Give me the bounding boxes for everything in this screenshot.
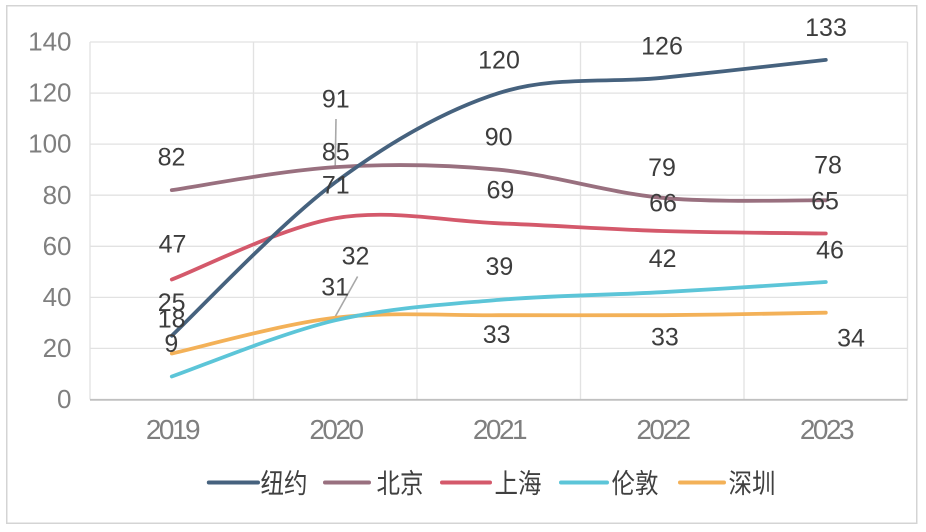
svg-text:2019: 2019 [146, 414, 200, 445]
svg-text:90: 90 [485, 123, 513, 151]
svg-text:79: 79 [648, 154, 676, 182]
svg-text:0: 0 [57, 384, 71, 414]
svg-text:65: 65 [811, 187, 839, 215]
svg-text:2022: 2022 [636, 414, 690, 445]
svg-text:42: 42 [649, 245, 677, 273]
svg-text:120: 120 [478, 46, 520, 74]
svg-text:60: 60 [43, 231, 72, 261]
svg-text:18: 18 [158, 306, 186, 334]
svg-text:120: 120 [28, 78, 71, 108]
svg-text:31: 31 [321, 273, 349, 301]
svg-text:33: 33 [483, 321, 511, 349]
svg-text:39: 39 [485, 253, 513, 281]
svg-text:33: 33 [651, 323, 679, 351]
svg-text:69: 69 [486, 177, 514, 205]
svg-text:78: 78 [814, 151, 842, 179]
svg-text:85: 85 [322, 139, 350, 167]
svg-text:80: 80 [43, 180, 72, 210]
svg-text:9: 9 [164, 330, 178, 358]
svg-text:71: 71 [322, 172, 350, 200]
svg-text:2020: 2020 [309, 414, 363, 445]
svg-text:32: 32 [342, 243, 370, 271]
svg-text:20: 20 [43, 333, 72, 363]
svg-text:2023: 2023 [800, 414, 854, 445]
svg-text:46: 46 [816, 236, 844, 264]
svg-text:34: 34 [837, 324, 865, 352]
svg-text:100: 100 [28, 129, 71, 159]
svg-text:66: 66 [649, 189, 677, 217]
svg-text:82: 82 [158, 143, 186, 171]
svg-text:140: 140 [28, 27, 71, 57]
svg-text:47: 47 [159, 230, 187, 258]
svg-text:91: 91 [322, 85, 350, 113]
svg-text:25: 25 [158, 289, 186, 317]
svg-text:126: 126 [641, 33, 683, 61]
svg-text:40: 40 [43, 282, 72, 312]
svg-text:2021: 2021 [473, 414, 527, 445]
svg-text:133: 133 [805, 14, 847, 42]
